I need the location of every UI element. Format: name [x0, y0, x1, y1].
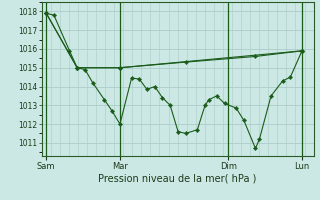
X-axis label: Pression niveau de la mer( hPa ): Pression niveau de la mer( hPa ) — [99, 173, 257, 183]
